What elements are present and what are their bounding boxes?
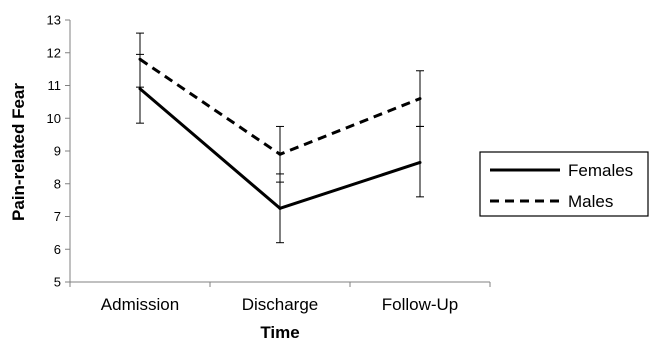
y-tick-label: 13 (47, 13, 61, 28)
series-males (136, 32, 424, 183)
legend-label-females: Females (568, 161, 633, 180)
y-tick-label: 12 (47, 45, 61, 60)
legend: Females Males (479, 151, 649, 217)
x-axis-title: Time (260, 323, 299, 342)
axes: 5 6 7 8 9 10 11 12 13 Admission Discharge Follow-Up (47, 13, 491, 314)
y-tick-label: 8 (54, 176, 61, 191)
data-point (278, 206, 282, 210)
y-tick-label: 6 (54, 242, 61, 257)
x-category-label: Admission (101, 295, 179, 314)
y-tick-label: 11 (48, 78, 62, 93)
y-tick-label: 9 (54, 144, 61, 159)
legend-box (479, 151, 649, 217)
x-category-label: Discharge (242, 295, 319, 314)
x-category-label: Follow-Up (382, 295, 459, 314)
data-point (278, 152, 282, 156)
y-tick-label: 5 (54, 275, 61, 290)
data-point (418, 97, 422, 101)
data-point (138, 87, 142, 91)
series-layer (136, 32, 424, 244)
y-tick-label: 7 (54, 209, 61, 224)
legend-label-males: Males (568, 192, 613, 211)
data-point (418, 160, 422, 164)
data-point (138, 57, 142, 61)
y-axis-title: Pain-related Fear (9, 83, 28, 221)
y-tick-label: 10 (47, 111, 61, 126)
